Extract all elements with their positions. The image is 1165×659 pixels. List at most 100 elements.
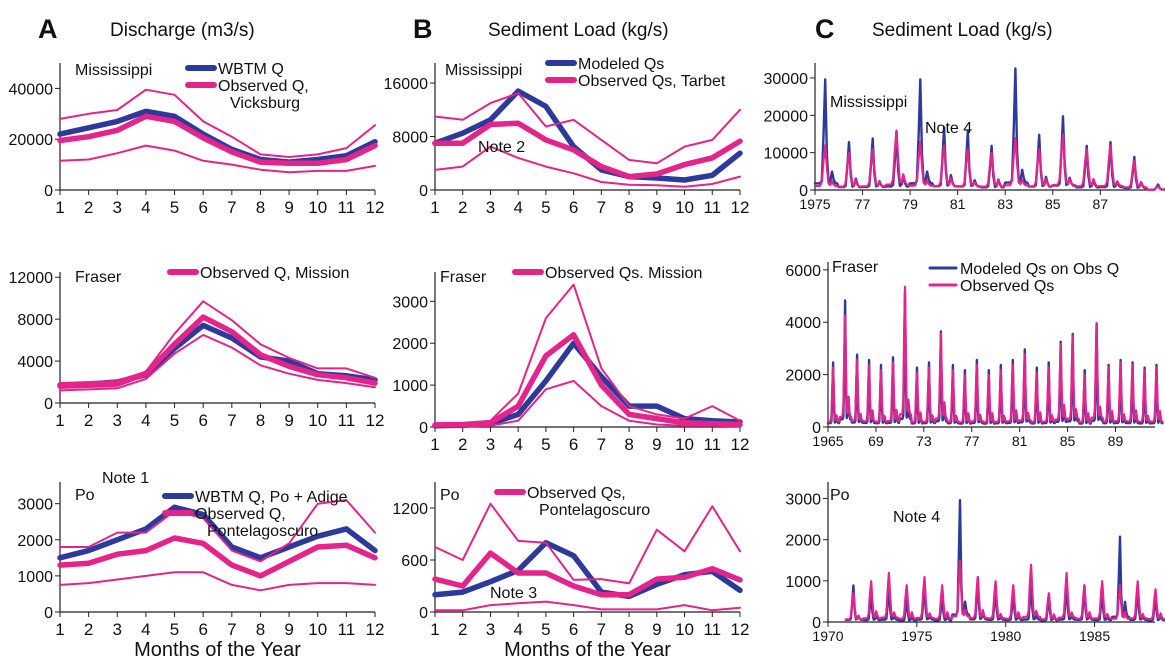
x-tick-label: 10 [308,198,327,217]
x-tick-label: 2 [84,411,93,430]
series-line-observed-bound-2 [59,88,376,158]
column-title-c: Sediment Load (kg/s) [872,20,1053,41]
y-tick-label: 0 [44,605,53,622]
legend-label: WBTM Q, Po + Adige [195,489,348,506]
y-tick-label: 30000 [764,71,809,88]
y-tick-label: 0 [799,183,808,200]
legend: Observed Qs,Pontelagoscuro [494,485,650,519]
series-line-modeled-0 [57,108,378,165]
y-tick-label: 8000 [17,312,53,329]
x-tick-label: 9 [652,198,661,217]
series-line-observed-bound-3 [59,144,376,174]
x-tick-label: 3 [113,411,122,430]
x-tick-label: 1985 [1079,628,1110,644]
annotation-note: Note 1 [102,470,149,487]
series-line-observed-bound-3 [59,571,376,592]
y-tick-label: 0 [419,183,428,200]
y-tick-label: 0 [812,615,821,632]
x-tick-label: 89 [1108,433,1124,449]
x-tick-label: 11 [703,198,721,217]
x-tick-label: 9 [284,198,293,217]
x-tick-label: 4 [141,620,150,639]
x-tick-label: 11 [338,411,356,430]
x-tick-label: 3 [113,620,122,639]
x-tick-label: 11 [703,435,721,454]
x-tick-label: 8 [256,198,265,217]
x-tick-label: 77 [964,433,980,449]
x-tick-label: 10 [675,435,694,454]
chart-5-fraser: 0 2000 4000 6000 1965 69 73 77 81 85 89 Fraser Model… [785,259,1164,449]
y-tick-label: 1000 [17,569,53,586]
y-tick-label: 0 [812,420,821,437]
x-tick-label: 4 [141,198,150,217]
x-tick-label: 4 [141,411,150,430]
y-tick-label: 0 [419,605,428,622]
river-label: Fraser [75,269,122,286]
x-tick-label: 4 [513,198,522,217]
x-tick-label: 7 [597,198,606,217]
series-line-observed-1 [57,113,378,167]
legend-label: WBTM Q [218,61,284,78]
x-tick-label: 87 [1093,196,1109,212]
legend-label: Vicksburg [230,95,300,112]
x-tick-label: 1 [430,198,439,217]
legend-label: Pontelagoscuro [539,502,650,519]
x-tick-label: 10 [675,620,694,639]
legend-label: Observed Qs. Mission [545,265,702,282]
series-line-observed-bound-2 [434,502,741,585]
x-tick-label: 1 [55,411,64,430]
series-line-observed-1 [432,332,743,428]
series-line-observed-1 [844,559,1165,621]
x-tick-label: 79 [902,196,918,212]
y-tick-label: 40000 [9,81,54,98]
river-label: Po [440,487,460,504]
x-tick-label: 85 [1045,196,1061,212]
series-line-observed-bound-3 [434,379,741,428]
axis-frame [814,63,1155,191]
x-tick-label: 5 [541,435,550,454]
x-tick-label: 8 [256,620,265,639]
column-header-c: C Sediment Load (kg/s) [815,14,1053,44]
y-tick-label: 2000 [392,336,428,353]
x-tick-label: 3 [486,435,495,454]
y-tick-label: 1000 [392,378,428,395]
legend-label: Pontelagoscuro [207,523,318,540]
legend-label: Modeled Qs [578,56,664,73]
x-tick-label: 11 [703,620,721,639]
x-tick-label: 9 [652,435,661,454]
legend-label: Observed Qs, Tarbet [578,73,726,90]
x-tick-label: 2 [84,620,93,639]
x-tick-label: 6 [198,620,207,639]
x-tick-label: 1975 [799,196,830,212]
y-tick-label: 8000 [392,130,428,147]
river-label: Fraser [832,259,879,276]
x-tick-label: 7 [227,411,236,430]
y-tick-label: 2000 [17,533,53,550]
x-tick-label: 5 [170,620,179,639]
river-label: Po [75,487,95,504]
y-tick-label: 4000 [17,354,53,371]
y-tick-label: 0 [44,396,53,413]
x-tick-label: 9 [652,620,661,639]
x-tick-label: 85 [1060,433,1076,449]
x-tick-label: 8 [624,198,633,217]
y-tick-label: 1000 [785,574,821,591]
river-label: Mississippi [445,62,522,79]
x-tick-label: 1 [55,620,64,639]
y-tick-label: 600 [401,553,428,570]
series-line-observed-bound-2 [59,499,376,563]
series-line-observed-bound-3 [434,145,741,188]
y-tick-label: 4000 [785,315,821,332]
x-tick-label: 8 [256,411,265,430]
x-axis-label: Months of the Year [134,639,301,659]
x-tick-label: 5 [541,198,550,217]
x-tick-label: 12 [731,620,750,639]
series-line-observed-bound-2 [59,300,376,385]
legend-label: Observed Q, [218,78,309,95]
x-tick-label: 2 [458,198,467,217]
column-title-a: Discharge (m3/s) [110,20,255,41]
